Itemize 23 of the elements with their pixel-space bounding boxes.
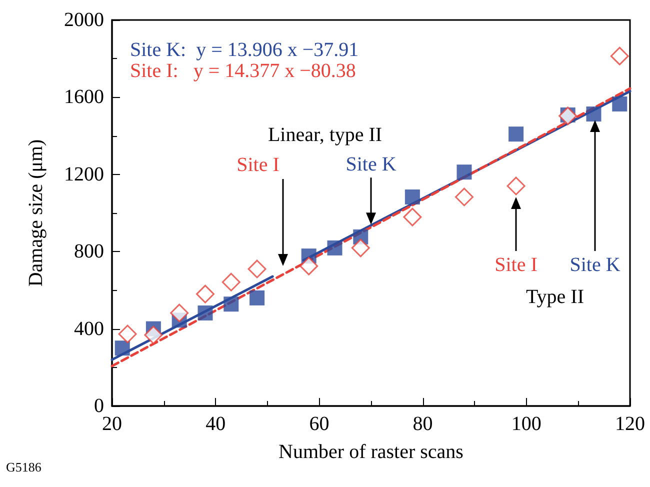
x-tick-label: 20 <box>102 413 122 435</box>
x-tick-label: 40 <box>206 413 226 435</box>
y-tick-label: 1200 <box>64 163 104 186</box>
annotation: Site I <box>236 154 280 176</box>
annotation: Site I: y = 14.377 x −80.38 <box>130 60 356 82</box>
annotation: Linear, type II <box>268 124 382 146</box>
x-tick-label: 120 <box>615 413 645 435</box>
y-tick-label: 800 <box>74 240 104 263</box>
annotation: Type II <box>526 286 584 308</box>
y-tick-label: 2000 <box>64 9 104 31</box>
x-tick-label: 60 <box>309 413 330 435</box>
annotation: Site K <box>570 254 621 276</box>
y-tick-label: 400 <box>74 318 104 340</box>
x-tick-label: 100 <box>511 413 542 435</box>
y-axis-title: Damage size (μm) <box>25 139 47 287</box>
text: G5186 <box>6 460 42 474</box>
annotation: Site K: y = 13.906 x −37.91 <box>130 39 359 61</box>
x-tick-label: 80 <box>412 413 433 435</box>
annotation: Site I <box>494 254 538 276</box>
y-tick-label: 1600 <box>64 86 104 108</box>
y-tick-label: 0 <box>94 395 104 417</box>
annotation: Site K <box>346 154 397 176</box>
x-axis-title: Number of raster scans <box>278 441 464 463</box>
